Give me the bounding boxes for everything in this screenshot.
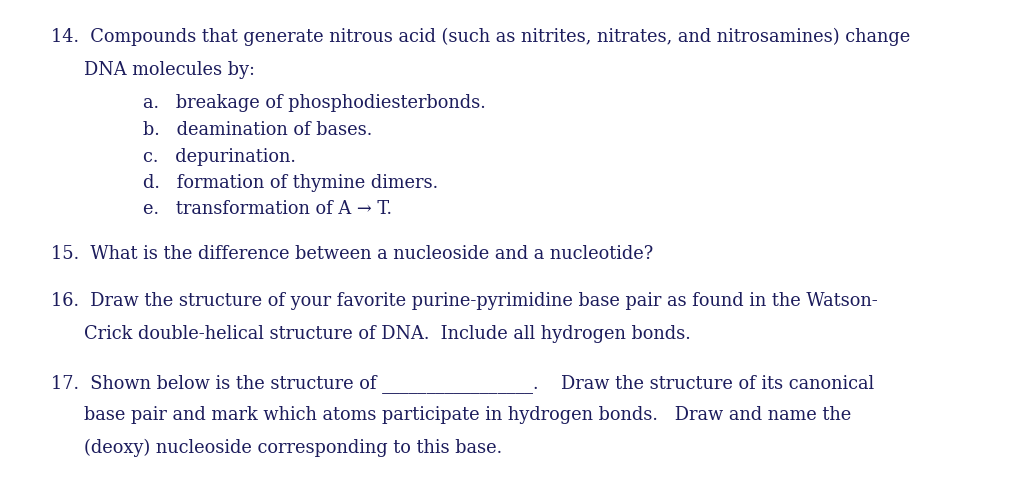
- Text: d.   formation of thymine dimers.: d. formation of thymine dimers.: [143, 174, 438, 192]
- Text: b.   deamination of bases.: b. deamination of bases.: [143, 121, 373, 139]
- Text: 15.  What is the difference between a nucleoside and a nucleotide?: 15. What is the difference between a nuc…: [51, 245, 653, 263]
- Text: 14.  Compounds that generate nitrous acid (such as nitrites, nitrates, and nitro: 14. Compounds that generate nitrous acid…: [51, 28, 910, 46]
- Text: DNA molecules by:: DNA molecules by:: [84, 61, 255, 79]
- Text: c.   depurination.: c. depurination.: [143, 148, 296, 166]
- Text: base pair and mark which atoms participate in hydrogen bonds.   Draw and name th: base pair and mark which atoms participa…: [84, 406, 851, 424]
- Text: e.   transformation of A → T.: e. transformation of A → T.: [143, 200, 392, 218]
- Text: (deoxy) nucleoside corresponding to this base.: (deoxy) nucleoside corresponding to this…: [84, 439, 502, 457]
- Text: a.   breakage of phosphodiesterbonds.: a. breakage of phosphodiesterbonds.: [143, 94, 486, 112]
- Text: Crick double-helical structure of DNA.  Include all hydrogen bonds.: Crick double-helical structure of DNA. I…: [84, 325, 691, 343]
- Text: 17.  Shown below is the structure of _________________.    Draw the structure of: 17. Shown below is the structure of ____…: [51, 374, 874, 393]
- Text: 16.  Draw the structure of your favorite purine-pyrimidine base pair as found in: 16. Draw the structure of your favorite …: [51, 292, 878, 310]
